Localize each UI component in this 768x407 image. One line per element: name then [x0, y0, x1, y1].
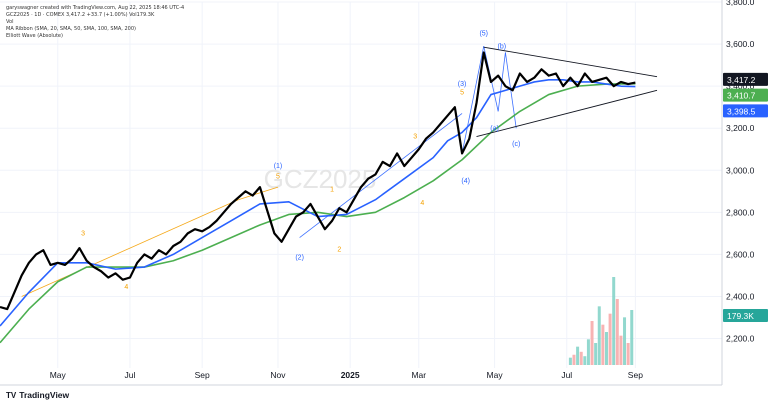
wave-annotations: (1) 5 (2) (3) 5 (4) (5) (b) (a) (c) 3 4 1 2 3 4: [81, 31, 520, 291]
y-tick-label: 3,000.0: [726, 165, 755, 175]
volume-bar: [579, 351, 583, 365]
wave-label: (4): [461, 178, 470, 185]
y-tick-label: 3,600.0: [726, 39, 755, 49]
volume-bar: [612, 277, 616, 365]
volume-bar: [601, 324, 605, 365]
badge-label-ma-blue: 3,398.5: [727, 106, 756, 116]
tradingview-brand[interactable]: TV TradingView: [6, 390, 69, 400]
wave-label: 4: [124, 284, 128, 291]
price-axis[interactable]: 2,200.0 2,400.0 2,600.0 2,800.0 3,000.0 3,200…: [721, 0, 755, 385]
wave-label: (b): [498, 43, 507, 50]
y-tick-label: 2,200.0: [726, 334, 755, 344]
volume-bar: [626, 343, 630, 365]
x-tick-label: Sep: [195, 370, 210, 380]
wave-label: (a): [490, 125, 499, 132]
wave-label: 3: [81, 230, 85, 237]
x-tick-label: Nov: [270, 370, 286, 380]
badge-ma-blue: [723, 104, 768, 118]
header-volume: Vol: [6, 19, 14, 25]
volume-bar: [590, 321, 594, 365]
wave-label: 5: [460, 90, 464, 97]
grid: [0, 1, 722, 368]
series-line-sma-50: [0, 83, 636, 344]
triangle-upper-line: [483, 46, 658, 78]
tradingview-logo-icon: TV: [6, 391, 17, 400]
triangle-lower-line: [476, 89, 658, 138]
wave-label: 4: [420, 200, 424, 207]
x-tick-label: 2025: [341, 370, 360, 380]
wave-line: [21, 199, 239, 297]
x-tick-label: May: [50, 370, 67, 380]
volume-bar: [630, 310, 634, 365]
x-tick-label: Sep: [628, 370, 643, 380]
x-tick-label: Jul: [125, 370, 136, 380]
volume-bar: [586, 339, 590, 365]
wave-line: [299, 113, 463, 238]
wave-label: 5: [276, 174, 280, 181]
wave-label: 2: [337, 246, 341, 253]
badge-ma-green: [723, 88, 768, 102]
y-tick-label: 2,400.0: [726, 291, 755, 301]
series-line-sma-20: [0, 79, 636, 327]
triangle-pattern: [476, 46, 658, 138]
volume-bar: [568, 357, 572, 365]
badge-label-last-price: 3,417.2: [727, 75, 756, 85]
wave-label: 1: [330, 186, 334, 193]
volume-bar: [615, 299, 619, 365]
wave-label: (2): [295, 255, 304, 262]
badge-label-volume: 179.3K: [727, 311, 754, 321]
wave-label: (3): [458, 81, 467, 88]
header-credit: garyswagner created with TradingView.com…: [6, 5, 185, 11]
wave-label: 3: [413, 134, 417, 141]
y-tick-label: 3,800.0: [726, 0, 755, 7]
symbol-watermark: GCZ2025: [264, 164, 377, 194]
volume-bar: [608, 313, 612, 365]
header-symbol: GCZ2025 · 1D · COMEX 3,417.2 +33.7 (+1.0…: [6, 12, 155, 18]
volume-bar: [604, 332, 608, 365]
x-tick-label: May: [487, 370, 504, 380]
y-tick-label: 2,600.0: [726, 249, 755, 259]
price-badges: 3,417.2 3,410.7 3,398.5 179.3K: [723, 72, 768, 322]
series-line-price: [0, 51, 636, 311]
time-axis[interactable]: May Jul Sep Nov 2025 Mar May Jul Sep: [0, 370, 722, 386]
wave-label: (1): [274, 163, 283, 170]
x-tick-label: Mar: [411, 370, 426, 380]
volume-bars: [568, 277, 634, 365]
volume-bar: [576, 346, 580, 365]
y-tick-label: 2,800.0: [726, 207, 755, 217]
volume-bar: [572, 354, 576, 365]
wave-line: [238, 186, 279, 201]
volume-bar: [619, 335, 623, 365]
volume-bar: [594, 343, 598, 365]
badge-last-price: [723, 72, 768, 86]
x-tick-label: Jul: [561, 370, 572, 380]
volume-bar: [623, 317, 627, 365]
y-tick-label: 3,200.0: [726, 123, 755, 133]
series-lines: [0, 51, 636, 344]
elliott-wave-lines: [21, 46, 517, 297]
badge-label-ma-green: 3,410.7: [727, 91, 756, 101]
brand-name: TradingView: [19, 390, 70, 400]
volume-bar: [583, 356, 587, 365]
badge-volume: [723, 309, 768, 322]
wave-label: (5): [479, 31, 488, 38]
wave-label: (c): [512, 141, 520, 148]
wave-line: [461, 46, 485, 154]
header-ma-ribbon: MA Ribbon (SMA, 20, SMA, 50, SMA, 100, S…: [6, 26, 136, 32]
y-tick-label: 3,400.0: [726, 81, 755, 91]
volume-bar: [597, 306, 601, 365]
header-elliott-wave: Elliott Wave (Absolute): [6, 33, 63, 39]
